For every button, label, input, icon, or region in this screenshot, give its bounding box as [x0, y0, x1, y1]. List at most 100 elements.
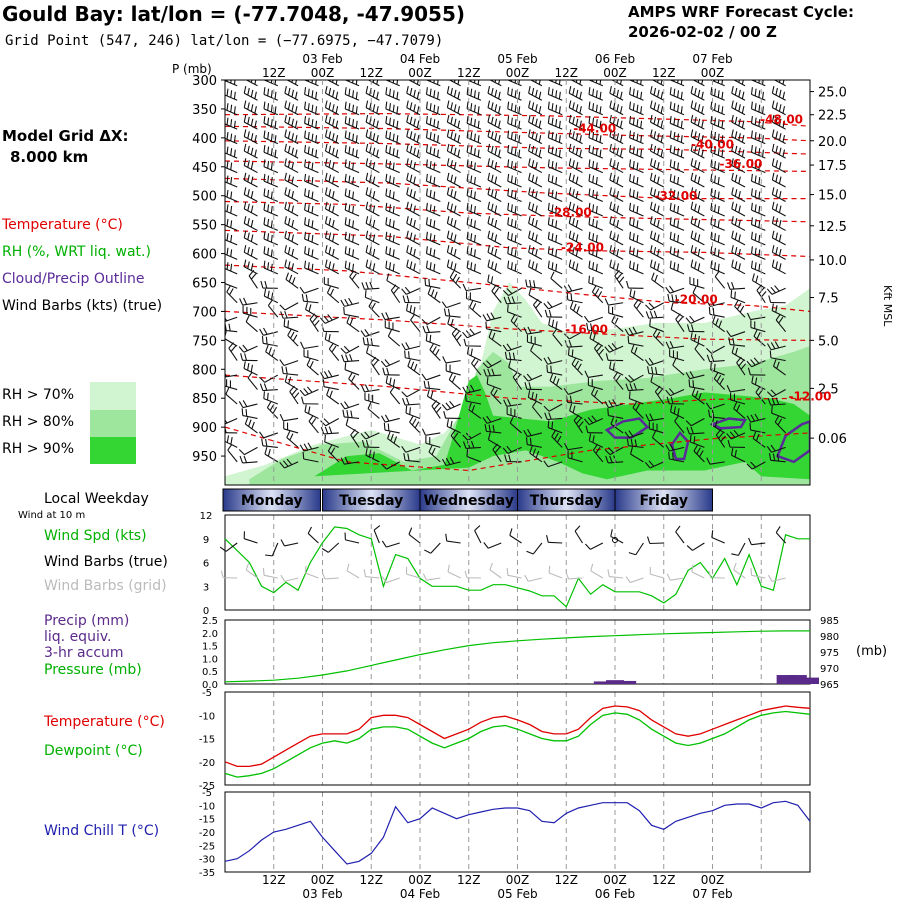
wind-barb-feather [392, 177, 395, 185]
wind-barb-feather [270, 80, 273, 84]
wind-barb-feather [311, 316, 318, 323]
wind-barb-feather [657, 205, 660, 213]
wind-barb-shaft [345, 345, 360, 354]
wind-barb-feather [627, 335, 630, 344]
wind-barb-shaft [630, 577, 644, 584]
wind-barb-feather [673, 204, 676, 212]
wind-barb-feather [230, 345, 237, 352]
wind-barb-feather [591, 415, 597, 422]
wind-barb-feather [632, 189, 635, 198]
wind-barb-feather [690, 85, 694, 94]
wind-barb [733, 401, 746, 419]
cloud-outline [709, 417, 748, 430]
wind-tick-label: 3 [203, 582, 209, 593]
wind-barb-feather [714, 270, 720, 277]
wind-barb-feather [365, 216, 369, 224]
wind-barb-feather [736, 404, 741, 412]
wind-barb [649, 201, 665, 217]
wind-barb-feather [482, 362, 489, 369]
wind-barb-feather [632, 117, 635, 125]
wind-barb-feather [575, 205, 579, 213]
wind-barb-feather [426, 325, 430, 333]
wind-barb-shaft [427, 395, 441, 405]
wind-barb-feather [350, 410, 353, 418]
wind-barb [324, 100, 340, 116]
wind-barb-feather [510, 233, 513, 241]
wind-barb-shaft [548, 302, 563, 310]
wind-barb-feather [568, 100, 572, 108]
wind-barb [507, 202, 522, 217]
wind-barb [248, 269, 258, 289]
wind-barb-feather [510, 103, 513, 111]
wind-barb-feather [385, 260, 388, 269]
wind-barb-feather [239, 455, 244, 464]
wind-barb [588, 173, 604, 188]
wind-barb-feather [433, 133, 436, 141]
wind-barb-feather [616, 273, 623, 280]
wind-barb [487, 230, 502, 246]
wind-barb [370, 356, 380, 376]
wind-barb-feather [588, 173, 591, 182]
wind-barb-feather [714, 88, 717, 97]
wind-barb-feather [710, 173, 713, 182]
wind-barb-feather [717, 162, 720, 170]
wind-barb [507, 87, 522, 101]
wind-barb-feather [487, 368, 491, 377]
wind-barb-feather [632, 204, 635, 212]
wind-barb-feather [711, 410, 715, 418]
wind-barb-feather [365, 85, 369, 94]
wind-barb-shaft [344, 403, 360, 410]
wind-speed-line [224, 526, 810, 608]
wind-barb-feather [405, 405, 408, 414]
wind-barb-feather [226, 262, 229, 270]
wind-barb [447, 564, 461, 579]
wind-barb [324, 187, 340, 202]
wind-barb-feather [462, 434, 469, 441]
wind-barb-feather [285, 272, 290, 280]
wind-barb-feather [345, 354, 349, 362]
wind-barb-feather [596, 345, 602, 352]
wind-barb-feather [558, 135, 561, 143]
wind-barb-feather [546, 364, 549, 373]
rh80-swatch [90, 410, 136, 437]
wind-barb-feather [267, 103, 270, 111]
wind-barb-shaft [284, 577, 299, 582]
model-grid-value: 8.000 km [10, 148, 89, 166]
bottom-time-tick: 12Z [652, 873, 676, 887]
wind-barb-feather [328, 189, 332, 197]
wind-barb [624, 374, 644, 383]
wind-barb-feather [471, 357, 477, 364]
wind-barb-feather [719, 377, 724, 385]
wind-barb-feather [327, 370, 333, 378]
kft-tick-label: 22.5 [818, 109, 847, 124]
windchill-tick-label: -5 [202, 788, 212, 799]
wind-barb [509, 528, 522, 544]
wind-barb-feather [409, 246, 413, 255]
wind-barb-feather [416, 91, 420, 99]
wind-barb-feather [449, 270, 455, 278]
wind-barb-feather [421, 373, 427, 381]
wind-barb-feather [396, 149, 399, 158]
wind-barb [225, 204, 238, 217]
wind-barb-feather [730, 290, 733, 298]
wind-barb [367, 80, 380, 87]
wind-barb-feather [689, 315, 695, 323]
wind-barb-feather [592, 233, 595, 241]
wind-barb [320, 426, 339, 435]
wind-barb-feather [734, 291, 736, 299]
wind-barb-feather [267, 449, 271, 457]
pressure-tick-label: 650 [192, 277, 217, 292]
wind-barb-shaft [689, 432, 705, 435]
wind-barb-feather [738, 263, 741, 271]
wind-barb [732, 80, 746, 87]
wind-barb-feather [284, 230, 287, 238]
wind-barb-shaft [262, 445, 278, 448]
wind-barb-feather [250, 248, 254, 257]
wind-barb-feather [287, 145, 291, 154]
weekday-label: Thursday [530, 493, 603, 509]
wind-barb-feather [294, 135, 298, 143]
wind-barb-feather [741, 149, 745, 157]
wind-barb-feather [470, 440, 475, 449]
wind-barb-feather [265, 554, 273, 557]
wind-barb-shaft [450, 435, 462, 448]
